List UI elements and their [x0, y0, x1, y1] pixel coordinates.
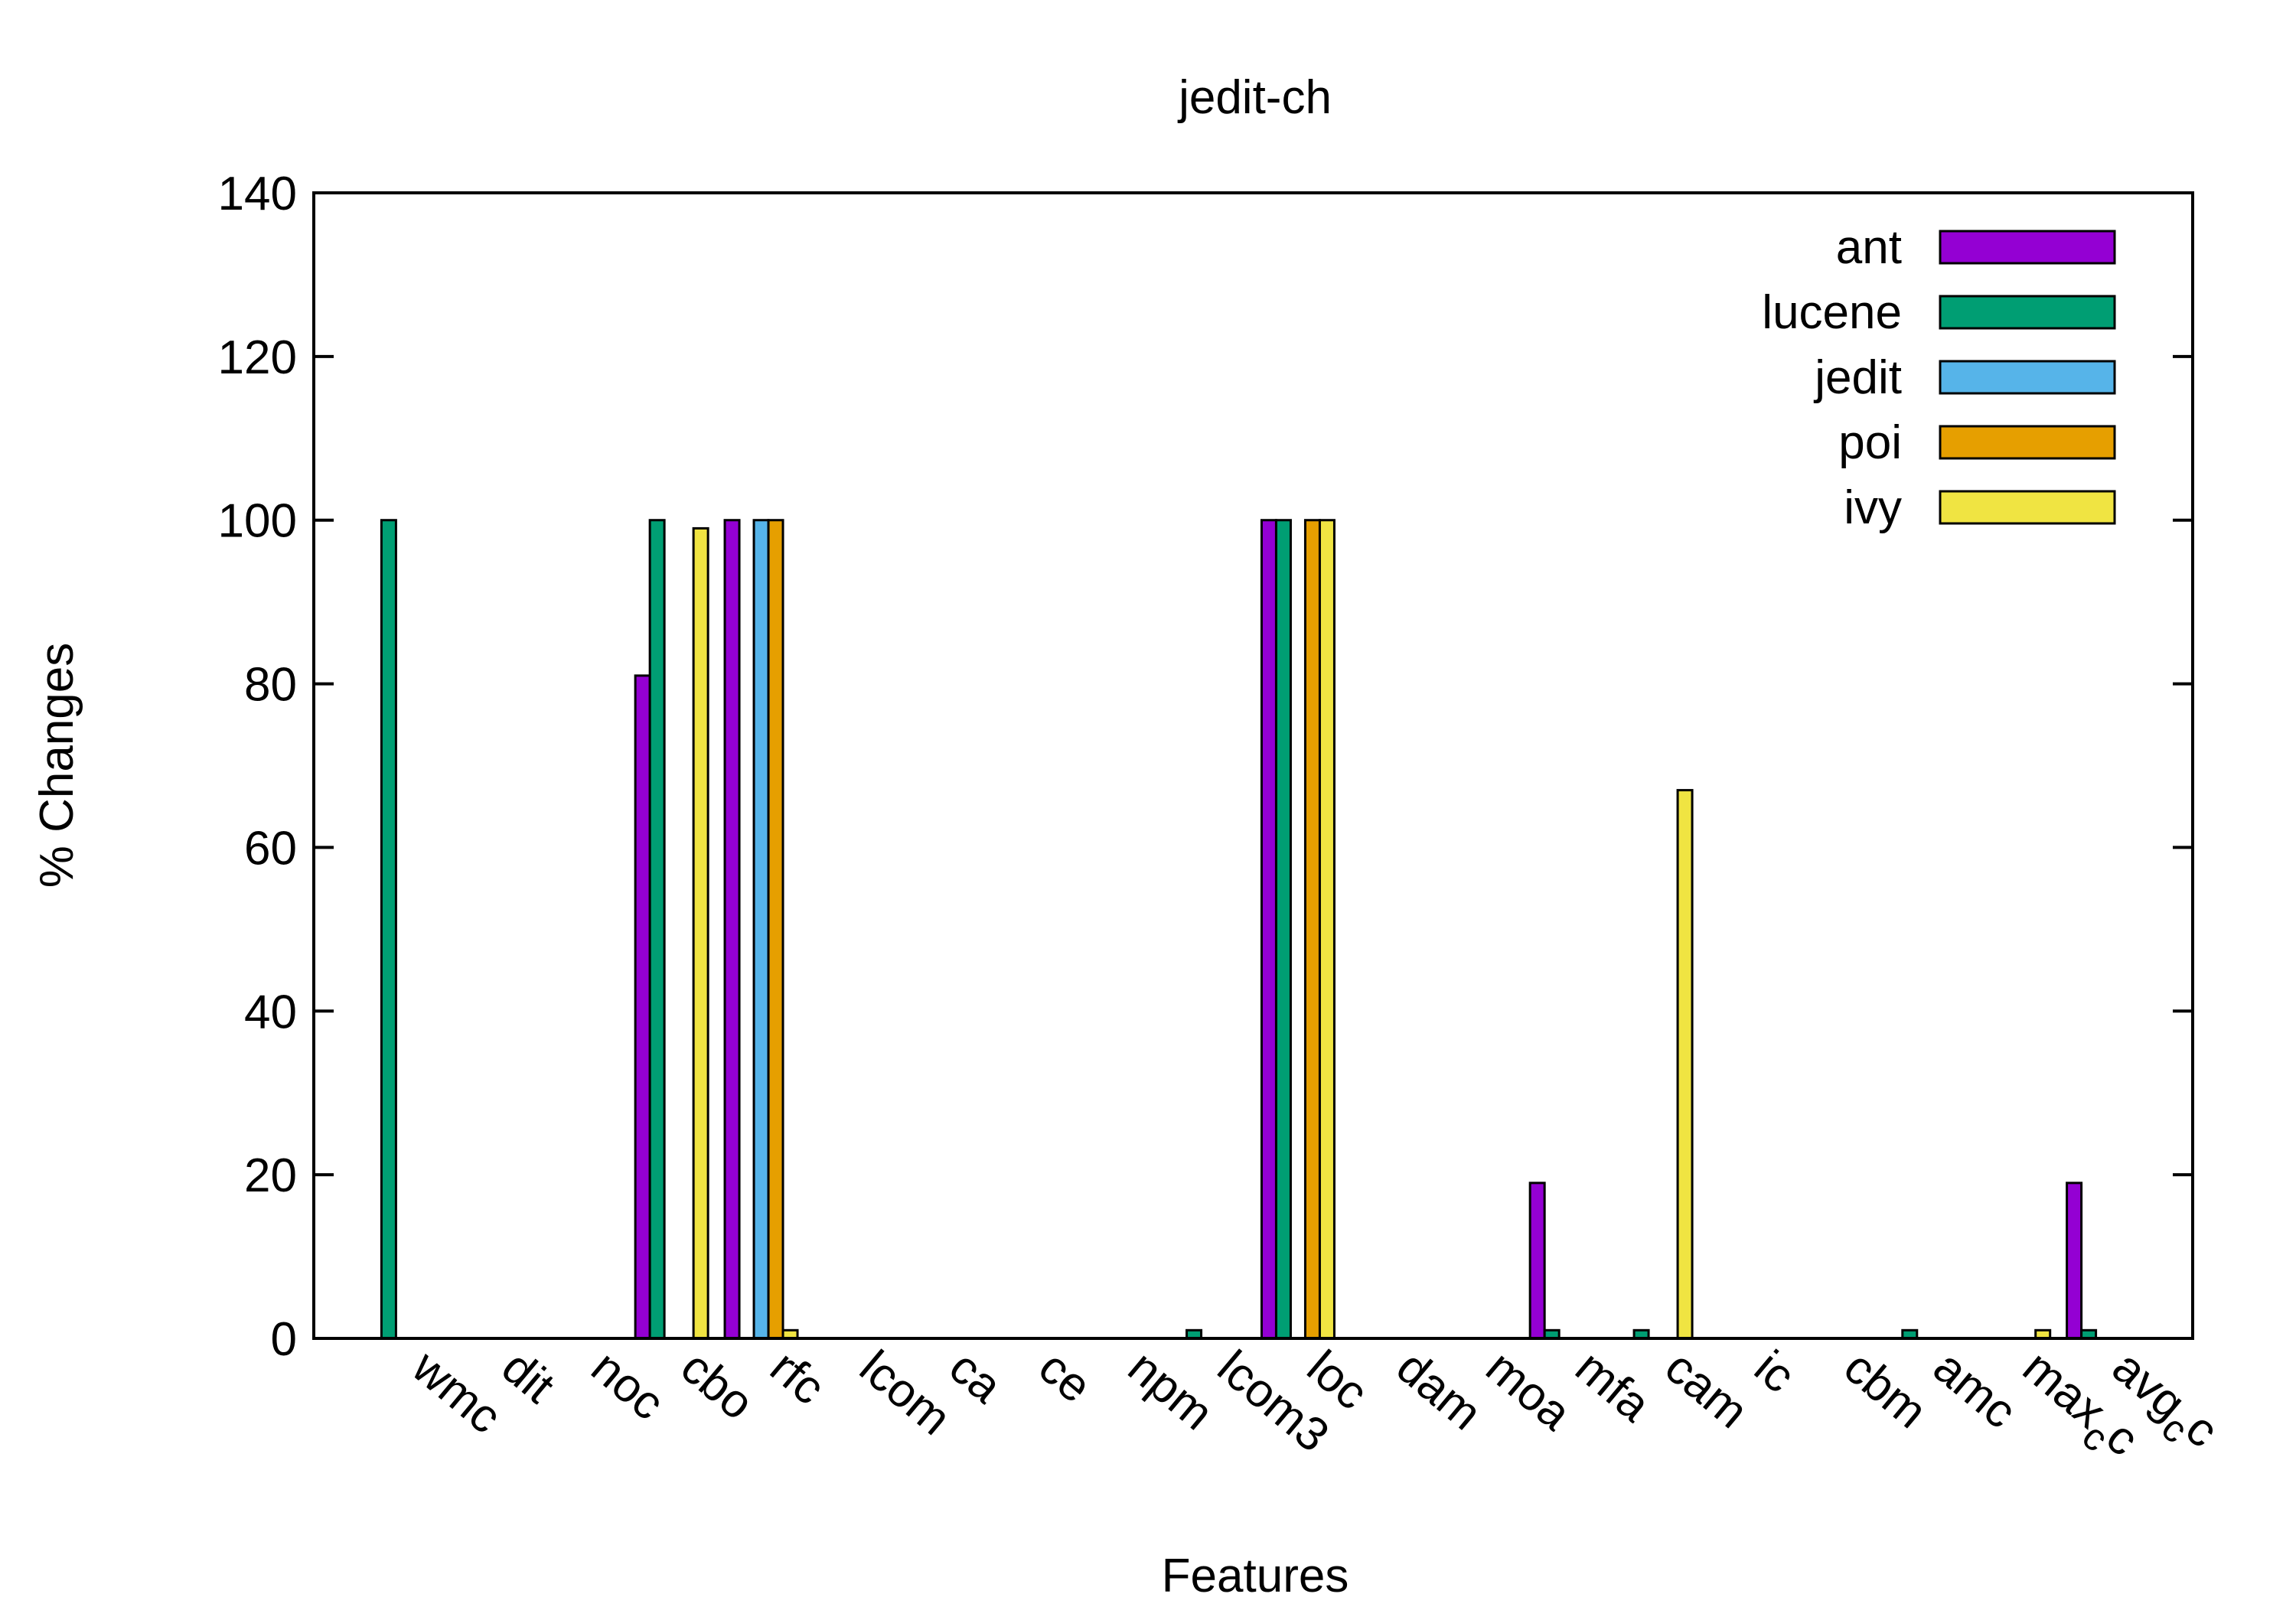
- y-tick-label: 0: [271, 1313, 297, 1366]
- legend-label-ant: ant: [1836, 221, 1902, 274]
- y-tick-label: 140: [218, 168, 297, 220]
- bar-ivy-cam: [1676, 789, 1694, 1340]
- x-axis-label: Features: [1162, 1550, 1349, 1602]
- plot-frame: [312, 191, 2194, 1340]
- y-tick-label: 60: [244, 822, 297, 875]
- x-tick-label: wmc: [402, 1340, 511, 1443]
- y-ticks: 0 20 40 60 80 100 120 140: [218, 168, 2193, 1366]
- bar-poi-rfc: [767, 519, 784, 1340]
- y-tick-label: 120: [218, 331, 297, 384]
- bar-lucene-wmc: [380, 519, 397, 1340]
- x-tick-label: cam: [1655, 1341, 1758, 1439]
- y-axis-label: % Changes: [31, 643, 83, 888]
- chart-title: jedit-ch: [1177, 71, 1332, 124]
- x-tick-label: rfc: [761, 1341, 835, 1415]
- y-tick-label: 80: [244, 659, 297, 712]
- x-tick-label: amc: [1923, 1341, 2026, 1439]
- legend-swatch-jedit: [1939, 360, 2116, 395]
- y-tick-label: 20: [244, 1149, 297, 1202]
- legend-swatch-ivy: [1939, 490, 2116, 525]
- bar-ant-avg_cc: [2066, 1182, 2083, 1340]
- bars-layer: [380, 519, 2098, 1340]
- x-tick-label: dam: [1387, 1341, 1492, 1440]
- bar-ant-loc: [1260, 519, 1277, 1340]
- legend-swatch-lucene: [1939, 295, 2116, 330]
- legend: ant lucene jedit poi ivy: [1762, 221, 2116, 534]
- legend-label-poi: poi: [1838, 416, 1902, 469]
- bar-poi-loc: [1303, 519, 1321, 1340]
- legend-label-ivy: ivy: [1844, 481, 1902, 534]
- bar-lucene-cbo: [648, 519, 666, 1340]
- legend-label-jedit: jedit: [1813, 351, 1902, 404]
- legend-swatch-ant: [1939, 230, 2116, 265]
- x-tick-label: mfa: [1566, 1341, 1661, 1433]
- bar-lucene-loc: [1274, 519, 1292, 1340]
- x-tick-label: lcom: [850, 1341, 960, 1446]
- bar-ant-mfa: [1528, 1182, 1546, 1340]
- x-tick-label: npm: [1118, 1341, 1223, 1440]
- x-tick-label: noc: [582, 1341, 674, 1430]
- bar-ivy-loc: [1318, 519, 1336, 1340]
- x-tick-label: cbm: [1834, 1341, 1936, 1439]
- legend-label-lucene: lucene: [1762, 286, 1902, 339]
- bar-ant-cbo: [634, 674, 651, 1340]
- bar-ivy-cbo: [692, 526, 709, 1340]
- x-tick-label: moa: [1476, 1341, 1581, 1441]
- x-tick-label: ic: [1744, 1341, 1805, 1403]
- x-tick-label: ce: [1029, 1341, 1101, 1413]
- bar-jedit-rfc: [752, 519, 770, 1340]
- bar-ant-rfc: [723, 519, 741, 1340]
- legend-swatch-poi: [1939, 425, 2116, 460]
- y-tick-label: 100: [218, 495, 297, 548]
- y-tick-label: 40: [244, 986, 297, 1038]
- x-tick-label: cbo: [671, 1341, 764, 1430]
